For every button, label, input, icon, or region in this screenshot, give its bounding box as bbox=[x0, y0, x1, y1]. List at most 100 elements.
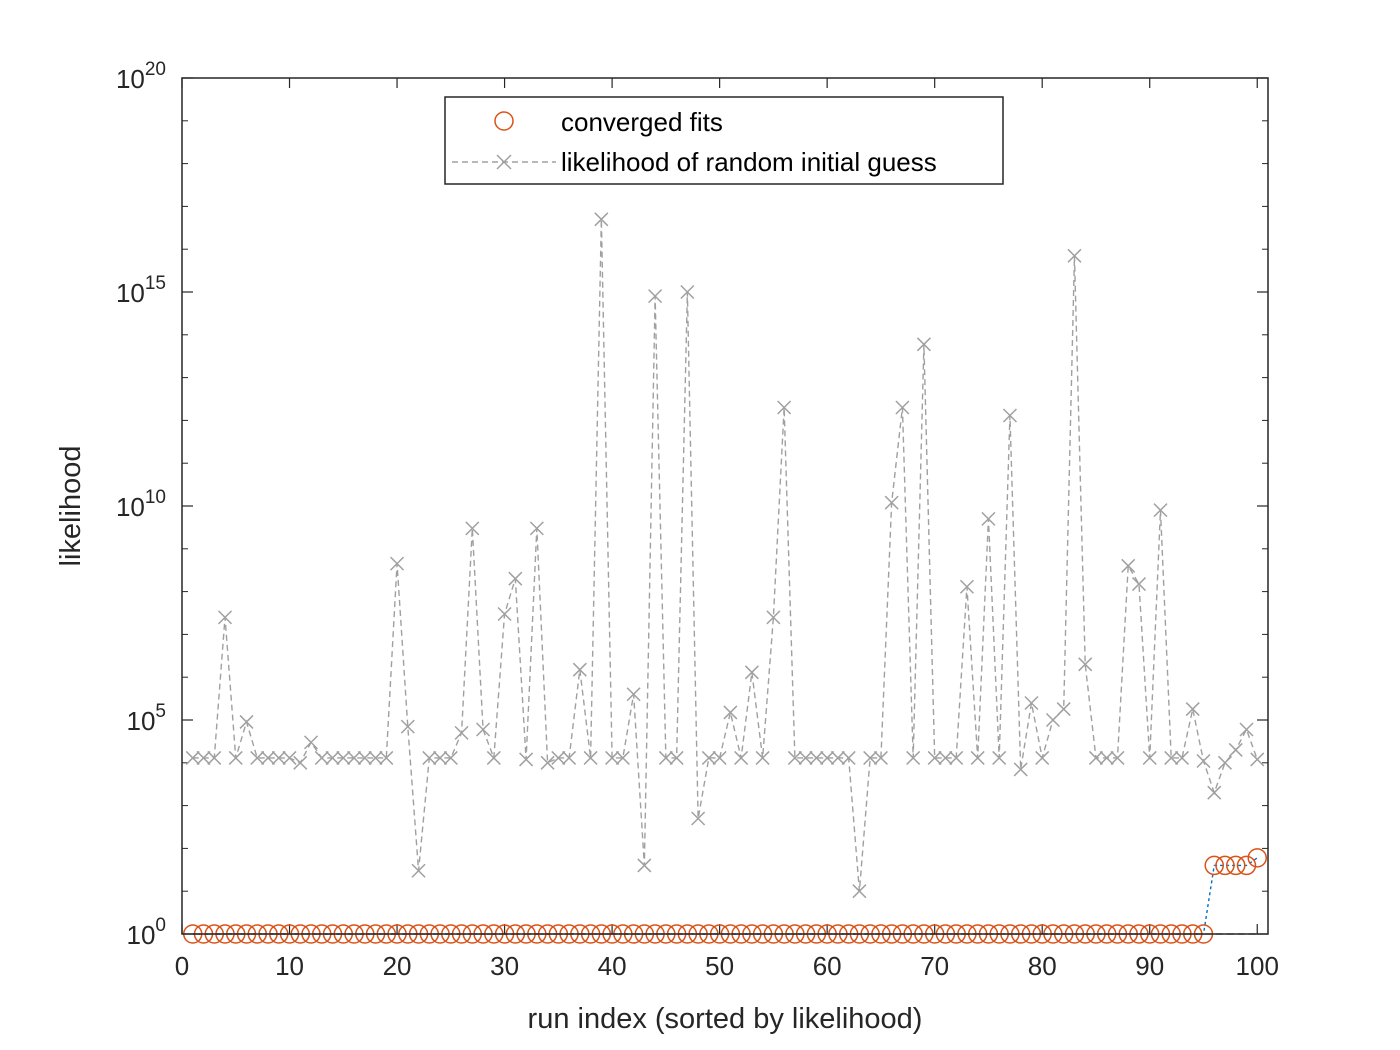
random-guess-point bbox=[605, 750, 620, 765]
random-guess-point bbox=[906, 750, 921, 765]
converged-fit-point bbox=[1204, 855, 1224, 876]
random-guess-point bbox=[1110, 750, 1125, 765]
y-axis-label: likelihood bbox=[55, 446, 87, 567]
random-guess-point bbox=[1164, 750, 1179, 765]
random-guess-point bbox=[637, 858, 652, 873]
random-guess-point bbox=[1142, 750, 1157, 765]
random-guess-point bbox=[1078, 657, 1093, 672]
random-guess-point bbox=[1002, 408, 1017, 423]
random-guess-point bbox=[260, 750, 276, 765]
random-guess-point bbox=[411, 863, 426, 878]
random-guess-point bbox=[1013, 762, 1028, 777]
random-guess-point bbox=[626, 687, 641, 702]
x-tick-label: 0 bbox=[175, 951, 189, 981]
random-guess-point bbox=[1045, 712, 1060, 728]
random-guess-point bbox=[422, 750, 437, 765]
x-tick-label: 100 bbox=[1236, 951, 1279, 981]
random-guess-point bbox=[992, 750, 1007, 765]
random-guess-line bbox=[192, 219, 1258, 892]
random-guess-point bbox=[562, 750, 577, 765]
random-guess-point bbox=[873, 750, 888, 765]
y-tick-label: 1020 bbox=[116, 59, 166, 94]
random-guess-point bbox=[390, 556, 405, 571]
random-guess-point bbox=[293, 755, 308, 770]
random-guess-point bbox=[454, 725, 469, 740]
y-tick-label: 1015 bbox=[116, 273, 166, 308]
random-guess-point bbox=[701, 750, 716, 765]
random-guess-point bbox=[207, 750, 222, 765]
random-guess-point bbox=[1131, 577, 1147, 592]
random-guess-point bbox=[1035, 750, 1050, 765]
random-guess-point bbox=[830, 750, 845, 765]
y-tick-label: 105 bbox=[127, 701, 167, 736]
random-guess-point bbox=[949, 750, 964, 765]
random-guess-point bbox=[551, 750, 566, 765]
random-guess-point bbox=[1099, 750, 1114, 765]
random-guess-point bbox=[1228, 742, 1243, 757]
random-guess-point bbox=[228, 750, 243, 765]
random-guess-point bbox=[1121, 558, 1136, 573]
random-guess-point bbox=[508, 571, 523, 586]
random-guess-point bbox=[443, 750, 458, 765]
random-guess-point bbox=[691, 811, 706, 826]
x-axis-label: run index (sorted by likelihood) bbox=[528, 1003, 923, 1035]
random-guess-point bbox=[368, 750, 383, 765]
converged-fit-point bbox=[1225, 855, 1246, 876]
random-guess-point bbox=[540, 755, 555, 770]
random-guess-point bbox=[787, 750, 802, 765]
random-guess-point bbox=[357, 750, 372, 765]
y-tick-label: 100 bbox=[127, 915, 167, 950]
random-guess-point bbox=[820, 750, 835, 765]
random-guess-point bbox=[658, 750, 673, 765]
random-guess-point bbox=[1174, 750, 1190, 765]
x-tick-label: 40 bbox=[598, 951, 627, 981]
random-guess-point bbox=[981, 511, 996, 526]
random-guess-point bbox=[959, 579, 974, 594]
random-guess-point bbox=[916, 337, 931, 352]
axes-box bbox=[181, 77, 1269, 935]
random-guess-point bbox=[497, 606, 512, 622]
random-guess-point bbox=[1024, 695, 1039, 710]
random-guess-point bbox=[809, 750, 824, 765]
y-tick-label: 1010 bbox=[116, 487, 166, 522]
random-guess-point bbox=[841, 750, 856, 765]
random-guess-point bbox=[798, 750, 813, 765]
random-guess-point bbox=[1250, 752, 1265, 767]
random-guess-point bbox=[744, 665, 759, 680]
random-guess-point bbox=[572, 662, 587, 677]
random-guess-point bbox=[303, 735, 319, 750]
x-tick-label: 50 bbox=[705, 951, 734, 981]
random-guess-point bbox=[766, 610, 781, 625]
x-tick-label: 20 bbox=[383, 951, 412, 981]
random-guess-point bbox=[336, 750, 351, 765]
random-guess-point bbox=[1088, 750, 1103, 765]
random-guess-point bbox=[927, 750, 942, 765]
random-guess-point bbox=[852, 884, 867, 899]
legend-entry-random: likelihood of random initial guess bbox=[561, 147, 937, 177]
random-guess-point bbox=[196, 750, 211, 765]
x-tick-label: 70 bbox=[920, 951, 949, 981]
random-guess-point bbox=[271, 750, 286, 765]
plot-area bbox=[182, 78, 1268, 934]
x-tick-label: 90 bbox=[1135, 951, 1164, 981]
random-guess-point bbox=[347, 750, 362, 765]
random-guess-point bbox=[1185, 702, 1200, 717]
converged-fit-point bbox=[1236, 855, 1257, 876]
random-guess-point bbox=[529, 521, 544, 536]
random-guess-point bbox=[282, 750, 297, 765]
random-guess-point bbox=[1207, 785, 1222, 800]
random-guess-point bbox=[755, 750, 770, 765]
random-guess-point bbox=[583, 750, 598, 765]
random-guess-point bbox=[476, 722, 491, 737]
random-guess-point bbox=[777, 400, 792, 415]
x-tick-label: 10 bbox=[275, 951, 304, 981]
random-guess-point bbox=[884, 495, 899, 510]
random-guess-point bbox=[970, 750, 985, 765]
legend-entry-converged: converged fits bbox=[561, 107, 723, 137]
legend-x-marker bbox=[496, 154, 512, 170]
random-guess-point bbox=[669, 750, 684, 765]
x-tick-label: 80 bbox=[1028, 951, 1057, 981]
converged-fit-point bbox=[1247, 848, 1267, 868]
random-guess-point bbox=[648, 289, 663, 304]
